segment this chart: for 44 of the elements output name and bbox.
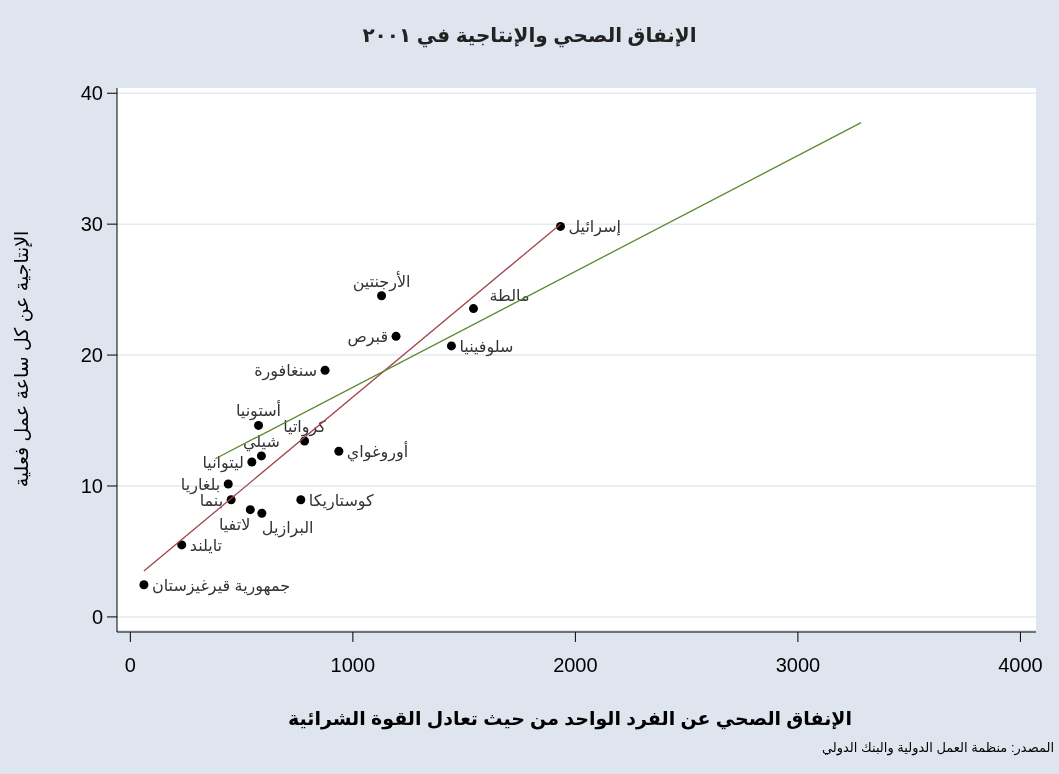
point: [296, 495, 306, 505]
point: [320, 365, 330, 375]
data-label: جمهورية قيرغيزستان: [151, 576, 291, 596]
x-axis-title: الإنفاق الصحي عن الفرد الواحد من حيث تعادل القوة الشرائية: [288, 708, 852, 730]
point: [245, 505, 255, 515]
point: [446, 341, 456, 351]
data-label: أستونيا: [235, 400, 282, 422]
x-tick-label: 0: [124, 654, 136, 676]
data-label: أوروغواي: [346, 441, 409, 463]
data-label: كوستاريكا: [308, 491, 375, 511]
point: [223, 479, 233, 489]
point: [391, 331, 401, 341]
point: [257, 508, 267, 518]
x-tick-label: 1000: [330, 654, 376, 676]
y-tick-label: 0: [91, 605, 103, 628]
x-tick-label: 4000: [998, 654, 1043, 676]
text: المصدر: منظمة العمل الدولية والبنك الدولي: [821, 740, 1054, 756]
point: [254, 420, 264, 430]
data-label: الأرجنتين: [352, 270, 411, 292]
y-axis-title: الإنتاجية عن كل ساعة عمل فعلية: [11, 230, 33, 488]
point: [177, 540, 187, 550]
point: [247, 457, 257, 467]
y-tick-label: 10: [80, 474, 103, 497]
x-tick-label: 2000: [553, 654, 598, 676]
point: [468, 304, 478, 314]
data-label: سنغافورة: [254, 362, 318, 382]
data-label: إسرائيل: [568, 218, 622, 238]
point: [377, 291, 387, 301]
point: [139, 580, 149, 590]
data-label: قبرص: [347, 328, 389, 348]
y-tick-label: 40: [80, 82, 103, 105]
x-tick-label: 3000: [775, 654, 821, 676]
y-tick-label: 30: [80, 213, 103, 236]
y-tick-label: 20: [80, 344, 103, 367]
data-label: شيلي: [242, 432, 280, 452]
data-label: تايلند: [189, 536, 223, 554]
data-label: مالطة: [489, 286, 530, 304]
data-label: البرازيل: [261, 519, 314, 539]
point: [256, 451, 266, 461]
point: [334, 446, 344, 456]
data-label: ليتوانيا: [202, 454, 244, 474]
data-label: سلوفينيا: [459, 337, 514, 357]
chart-title: الإنفاق الصحي والإنتاجية في ٢٠٠١: [362, 24, 697, 48]
data-label: لاتفيا: [218, 515, 251, 533]
